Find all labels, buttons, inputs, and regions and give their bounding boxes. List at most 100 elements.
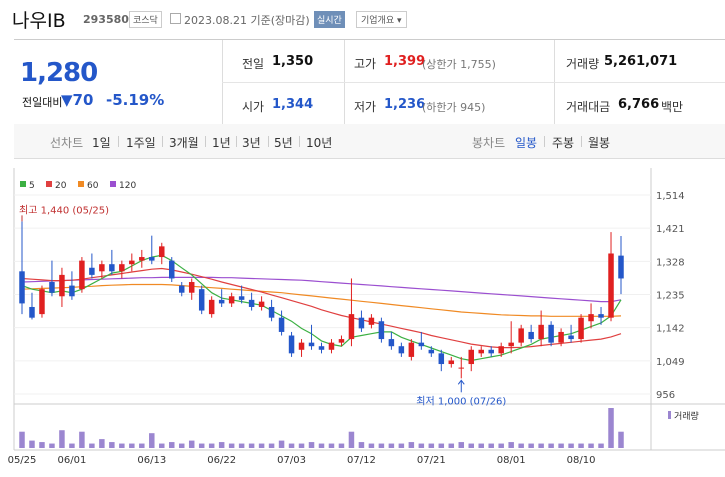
x-tick-label: 06/13 [137, 455, 166, 466]
company-overview-button[interactable]: 기업개요 ▾ [356, 11, 407, 28]
volume-bar [258, 443, 265, 448]
tab-1y[interactable]: 1년 [212, 136, 231, 150]
candle-body [568, 335, 574, 340]
volume-bar [418, 443, 425, 448]
candle-body [578, 317, 584, 340]
divider [222, 82, 725, 83]
tab-monthly[interactable]: 월봉 [588, 136, 611, 150]
candle-body [528, 331, 534, 340]
ma60-line [21, 283, 622, 317]
volume-bar [308, 442, 315, 448]
volume-bar [358, 442, 365, 448]
y-tick-label: 956 [656, 390, 675, 401]
x-tick-label: 07/12 [347, 455, 376, 466]
low-value: 1,236 [384, 97, 426, 112]
high-value: 1,399 [384, 54, 426, 69]
chart-tabs: 선차트 1일 1주일 3개월 1년 3년 5년 10년 봉차트 일봉 주봉 월봉 [14, 124, 725, 159]
volume-label: 거래량 [566, 57, 600, 71]
divider [299, 136, 300, 147]
amount-unit: 백만 [661, 100, 684, 114]
y-tick-label: 1,328 [656, 257, 685, 268]
stock-name: 나우IB [12, 10, 66, 32]
tab-1d[interactable]: 1일 [92, 136, 111, 150]
volume-bar [548, 443, 554, 448]
x-tick-label: 08/10 [567, 455, 596, 466]
volume-bar [458, 442, 465, 448]
candle-body [288, 335, 295, 354]
candle-body [538, 324, 544, 340]
tab-3m[interactable]: 3개월 [169, 136, 199, 150]
candle-body [119, 264, 125, 272]
tab-3y[interactable]: 3년 [242, 136, 261, 150]
realtime-button[interactable]: 실시간 [314, 11, 345, 28]
tab-1w[interactable]: 1주일 [126, 136, 156, 150]
candle-body [598, 314, 604, 318]
amount-label: 거래대금 [566, 100, 611, 114]
volume-bar [59, 430, 65, 448]
low-label: 저가 [354, 100, 377, 114]
volume-bar [378, 443, 385, 448]
market-badge: 코스닥 [129, 11, 162, 28]
quote-date: 2023.08.21 기준(장마감) [184, 14, 310, 27]
volume-bar [448, 443, 455, 448]
tab-10y[interactable]: 10년 [306, 136, 333, 150]
volume-bar [29, 440, 35, 448]
volume-bar [408, 442, 415, 448]
volume-bar [268, 443, 275, 448]
candle-body [558, 331, 564, 343]
candle-body [418, 342, 425, 347]
candle-body [608, 253, 614, 318]
candle-body [408, 342, 415, 357]
volume-bar [618, 431, 624, 448]
ma120-line [21, 276, 622, 303]
x-tick-label: 07/03 [277, 455, 306, 466]
volume-bar [368, 443, 375, 448]
volume-bar [598, 443, 604, 448]
candle-body [448, 360, 455, 365]
volume-bar [388, 443, 395, 448]
volume-bar [488, 443, 494, 448]
candle-body [59, 274, 65, 297]
candle-body [348, 314, 355, 340]
volume-bar [178, 443, 185, 448]
tab-5y[interactable]: 5년 [274, 136, 293, 150]
volume-bar [39, 442, 45, 448]
y-tick-label: 1,142 [656, 324, 685, 335]
legend-label: 120 [119, 181, 136, 191]
candle-body [548, 324, 554, 343]
legend-label: 20 [55, 181, 67, 191]
volume-legend-swatch [668, 411, 671, 419]
volume-bar [468, 443, 474, 448]
candle-body [398, 346, 405, 354]
y-tick-label: 1,514 [656, 191, 685, 202]
candle-body [198, 289, 205, 311]
volume-bar [478, 443, 484, 448]
candle-body [488, 349, 494, 354]
volume-bar [608, 408, 614, 448]
candle-body [49, 282, 55, 293]
volume-bar [89, 443, 95, 448]
volume-bar [328, 443, 335, 448]
tab-weekly[interactable]: 주봉 [552, 136, 575, 150]
line-chart-label: 선차트 [50, 136, 84, 150]
candle-body [318, 346, 325, 350]
x-tick-label: 07/21 [417, 455, 446, 466]
candle-body [129, 260, 135, 265]
volume-bar [398, 443, 405, 448]
volume-bar [428, 443, 435, 448]
candle-body [29, 306, 35, 318]
divider [268, 136, 269, 147]
tab-daily[interactable]: 일봉 [515, 136, 538, 150]
candle-body [218, 299, 225, 304]
volume-bar [49, 443, 55, 448]
stock-header: 나우IB 293580 코스닥 2023.08.21 기준(장마감) 실시간 기… [0, 0, 725, 36]
volume-bar [139, 443, 145, 448]
volume-bar [169, 442, 175, 448]
candle-body [159, 246, 165, 258]
volume-bar [578, 443, 584, 448]
candle-body [19, 271, 25, 304]
candle-body [39, 289, 45, 315]
volume-bar [498, 443, 504, 448]
candle-body [268, 306, 275, 318]
x-tick-label: 06/01 [58, 455, 87, 466]
